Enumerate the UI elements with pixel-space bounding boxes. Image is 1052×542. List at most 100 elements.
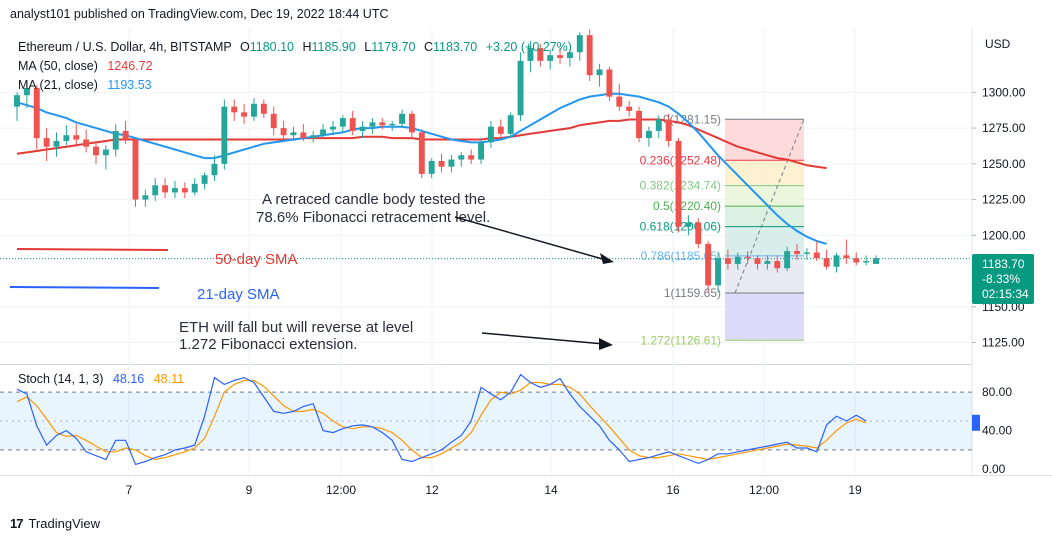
legend-ma21-value: 1193.53 (107, 78, 151, 92)
stoch-tick-label: 40.00 (982, 424, 1012, 438)
price-axis[interactable]: USD 1300.00 1275.00 1250.00 1225.00 1200.00 1… (972, 37, 1026, 350)
fib-zone (725, 206, 804, 227)
candle-body (428, 160, 435, 174)
annotation-layer[interactable]: 50-day SMA 21-day SMA A retraced candle … (9, 191, 614, 353)
legend-stoch-d: 48.11 (154, 372, 184, 386)
legend-low-value: 1179.70 (371, 40, 415, 54)
annotation-arrow-2 (481, 332, 605, 345)
candle-body (389, 123, 396, 126)
candle-body (547, 55, 554, 61)
fib-zone (725, 226, 804, 256)
price-chart[interactable]: 0(1281.15)0.236(1252.48)0.382(1234.74)0.… (0, 28, 1052, 508)
fib-zone (725, 293, 804, 341)
bar-countdown: 02:15:34 (982, 287, 1029, 301)
candle-body (152, 185, 159, 196)
last-price-tag: 1183.70 -8.33% 02:15:34 (972, 254, 1034, 304)
time-axis[interactable]: 7 9 12:00 12 14 16 12:00 19 (126, 483, 862, 497)
candle-body (873, 258, 879, 264)
main-pane[interactable] (0, 28, 972, 364)
candle-body (102, 149, 109, 156)
fib-level-label: 1(1159.65) (664, 286, 721, 300)
legend-stoch-k: 48.16 (113, 372, 144, 386)
stochastic-oscillator (0, 373, 972, 466)
time-tick-label: 12 (425, 483, 439, 497)
published-header: analyst101 published on TradingView.com,… (0, 0, 1052, 28)
price-tick-label: 1300.00 (982, 85, 1026, 99)
candle-body (53, 140, 60, 147)
price-axis-unit: USD (985, 37, 1011, 51)
candle-body (497, 126, 504, 134)
svg-text:MA (21, close) 1193.53: MA (21, close) 1193.53 (18, 78, 152, 92)
price-tick-label: 1250.00 (982, 157, 1026, 171)
stoch-tick-label: 0.00 (982, 462, 1006, 476)
candle-body (211, 163, 218, 176)
candle-body (458, 155, 465, 160)
annotation-arrow-2-head (599, 338, 613, 350)
stoch-k-line (16, 373, 867, 466)
time-tick-label: 7 (126, 483, 133, 497)
last-price-value: 1183.70 (982, 257, 1025, 271)
candle-body (744, 256, 751, 259)
candle-body (251, 103, 257, 117)
stoch-pane[interactable] (0, 365, 972, 475)
fib-zone (725, 185, 804, 207)
candle-body (527, 48, 534, 61)
legend-ma50-value: 1246.72 (107, 59, 152, 73)
legend-symbol: Ethereum / U.S. Dollar, 4h, BITSTAMP (18, 40, 232, 54)
candle-body (241, 112, 248, 117)
candle-body (487, 126, 494, 143)
annotation-arrow-1-head (600, 253, 614, 264)
footer-brand: TradingView (28, 515, 101, 531)
annotation-note1-line2: 78.6% Fibonacci retracement level. (256, 209, 490, 226)
time-tick-label: 12:00 (749, 483, 779, 497)
candle-body (803, 252, 810, 254)
candle-body (73, 135, 80, 140)
candle-body (813, 252, 820, 259)
candle-body (438, 160, 445, 167)
candle-body (191, 183, 198, 193)
candle-body (329, 126, 336, 130)
candle-body (833, 255, 840, 267)
candle-body (478, 142, 485, 160)
price-tick-label: 1125.00 (982, 336, 1025, 350)
candle-body (517, 60, 524, 116)
candle-body (645, 130, 652, 139)
stoch-axis[interactable]: 80.00 40.00 0.00 (972, 385, 1012, 476)
annotation-sma21-label: 21-day SMA (197, 286, 280, 303)
candle-body (112, 130, 119, 150)
legend-stoch-label: Stoch (14, 1, 3) (18, 372, 103, 386)
legend: Ethereum / U.S. Dollar, 4h, BITSTAMP O11… (18, 40, 572, 386)
fibonacci-retracement[interactable]: 0(1281.15)0.236(1252.48)0.382(1234.74)0.… (0, 112, 972, 347)
candle-body (794, 251, 800, 254)
price-tick-label: 1275.00 (982, 121, 1026, 135)
candle-body (43, 138, 50, 147)
fib-level-label: 0.786(1185.65) (640, 249, 721, 263)
legend-high-key: H (302, 40, 311, 54)
candle-body (260, 103, 267, 114)
candle-body (280, 128, 287, 136)
candle-body (181, 188, 188, 193)
svg-text:MA (50, close) 1246.72: MA (50, close) 1246.72 (18, 59, 153, 73)
candle-body (399, 113, 406, 124)
candle-body (369, 122, 376, 127)
legend-open-value: 1180.10 (250, 40, 294, 54)
candle-body (606, 69, 613, 97)
candle-body (685, 222, 692, 227)
svg-text:Stoch (14, 1, 3) 48.16: Stoch (14, 1, 3) 48.16 48.11 (18, 372, 184, 386)
time-tick-label: 16 (666, 483, 680, 497)
candle-body (784, 251, 791, 269)
candle-body (557, 55, 564, 59)
candle-body (774, 261, 781, 269)
candle-body (863, 261, 870, 263)
legend-low-key: L (364, 40, 371, 54)
candle-body (448, 159, 455, 167)
stoch-k-marker (972, 414, 980, 431)
candle-body (537, 48, 544, 61)
candle-body (290, 132, 297, 136)
candle-body (576, 35, 583, 53)
candle-body (300, 132, 307, 139)
candle-body (63, 135, 70, 141)
last-price-badge (972, 254, 1034, 304)
time-tick-label: 9 (246, 483, 253, 497)
candle-body (23, 88, 30, 96)
